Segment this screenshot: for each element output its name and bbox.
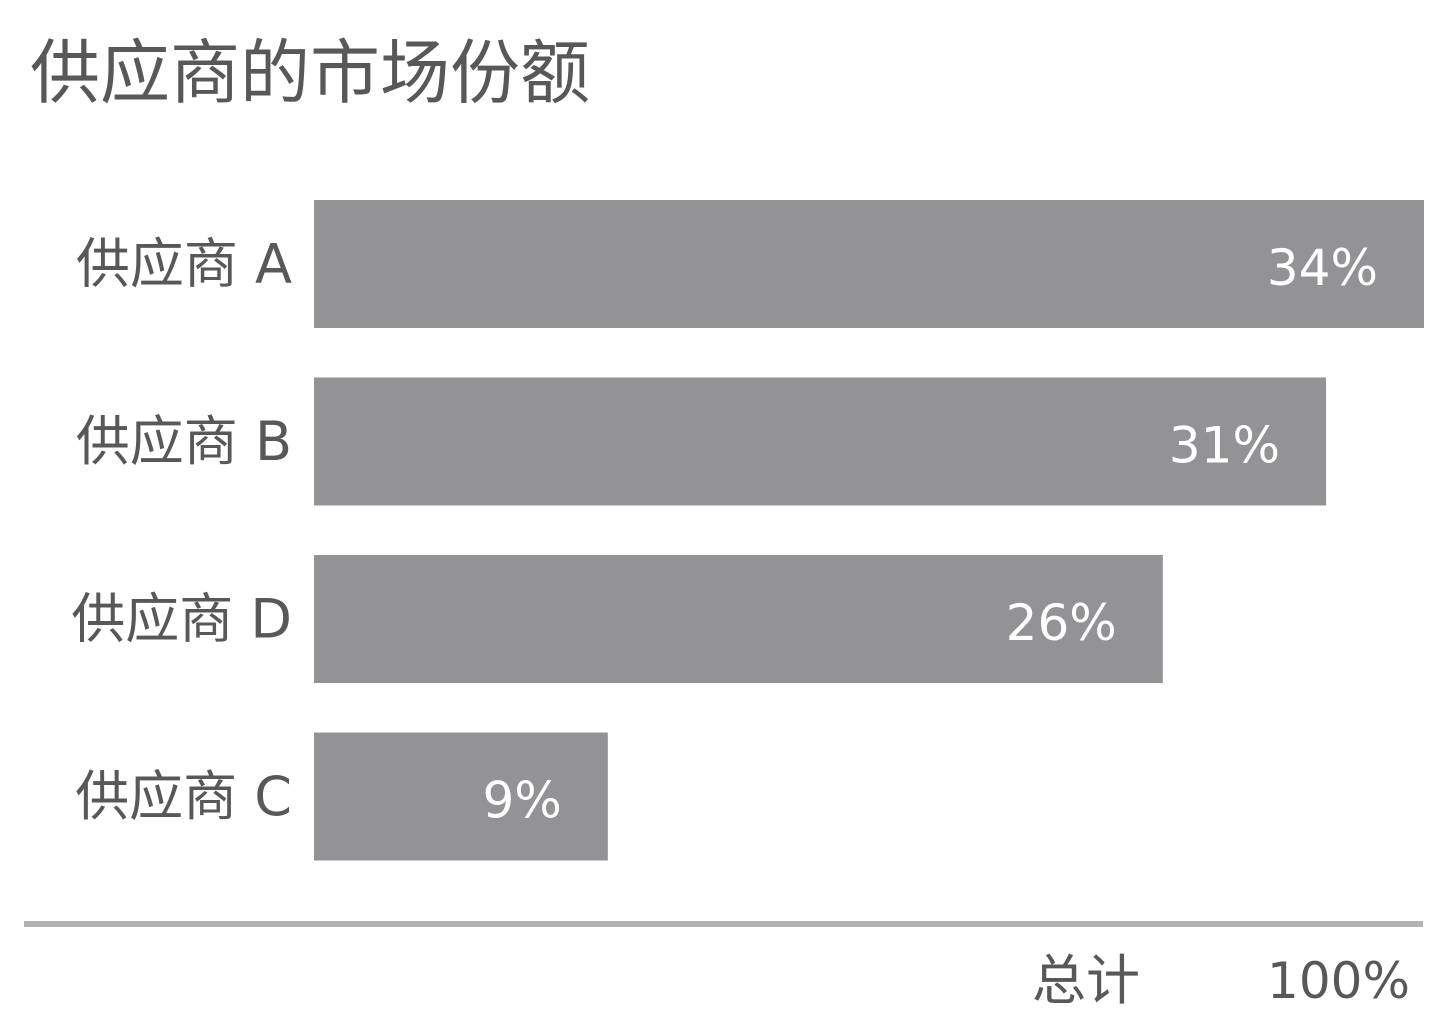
total-divider	[24, 921, 1423, 927]
category-label-1: 供应商 B	[76, 410, 292, 473]
bars-layer: 供应商 A 34% 供应商 B 31% 供应商 D 26% 供应商 C 9%	[71, 200, 1424, 861]
total-label: 总计	[1032, 949, 1140, 1012]
value-label-3: 9%	[482, 772, 561, 830]
bar-3	[314, 732, 608, 861]
category-label-3: 供应商 C	[75, 765, 292, 828]
value-label-0: 34%	[1267, 239, 1378, 297]
bar-1	[314, 377, 1327, 506]
bar-0	[314, 200, 1424, 328]
total-value: 100%	[1267, 952, 1410, 1010]
bar-2	[314, 555, 1163, 683]
value-label-2: 26%	[1006, 594, 1117, 652]
bar-chart: 供应商 A 34% 供应商 B 31% 供应商 D 26% 供应商 C 9%	[71, 200, 1424, 861]
chart-title: 供应商的市场份额	[30, 32, 590, 114]
category-label-0: 供应商 A	[76, 233, 292, 296]
value-label-1: 31%	[1169, 417, 1280, 475]
category-label-2: 供应商 D	[71, 588, 292, 651]
